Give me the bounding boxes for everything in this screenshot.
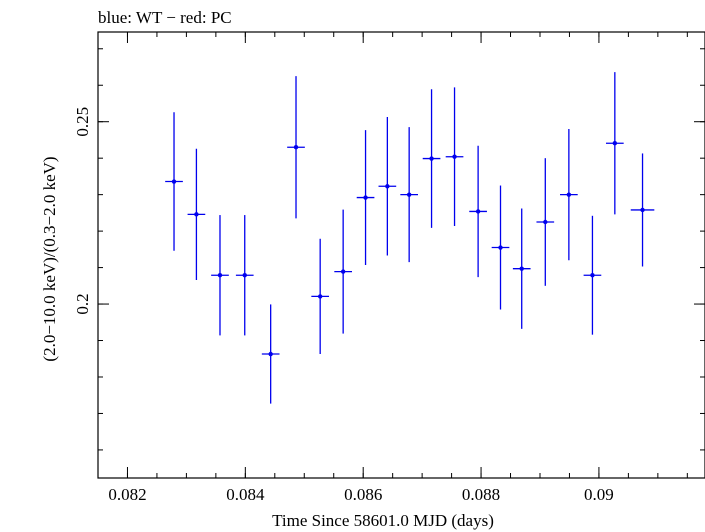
x-tick-label: 0.088 [462, 485, 500, 504]
data-point [605, 72, 624, 215]
x-tick-label: 0.09 [584, 485, 614, 504]
data-point [512, 208, 531, 329]
point-marker [340, 269, 346, 274]
data-point [287, 76, 305, 219]
data-point [560, 129, 578, 261]
data-point [334, 209, 352, 334]
point-marker [293, 145, 299, 150]
point-marker [406, 192, 412, 197]
chart-title: blue: WT − red: PC [98, 8, 232, 27]
data-point [630, 153, 655, 267]
y-axis-label: (2.0−10.0 keV)/(0.3−2.0 keV) [40, 156, 59, 361]
point-marker [498, 245, 503, 250]
point-marker [519, 266, 524, 271]
point-marker [590, 273, 595, 278]
point-marker [566, 192, 572, 197]
y-tick-label: 0.2 [73, 293, 92, 314]
data-point [211, 215, 229, 336]
data-point [583, 215, 602, 335]
data-point [400, 127, 419, 263]
point-marker [385, 184, 390, 189]
x-tick-label: 0.084 [226, 485, 265, 504]
point-marker [242, 273, 247, 278]
data-point [261, 304, 280, 404]
point-marker [268, 351, 273, 357]
y-tick-label: 0.25 [73, 107, 92, 137]
point-marker [317, 294, 323, 299]
data-point [491, 185, 510, 310]
x-axis-label: Time Since 58601.0 MJD (days) [272, 511, 494, 530]
point-marker [429, 156, 434, 161]
x-tick-label: 0.086 [344, 485, 382, 504]
data-point [445, 87, 464, 227]
data-points [165, 72, 655, 404]
point-marker [452, 154, 457, 159]
point-marker [612, 141, 618, 146]
point-marker [640, 207, 645, 213]
point-marker [217, 273, 223, 278]
point-marker [171, 179, 177, 184]
data-point [378, 116, 397, 256]
point-marker [363, 195, 368, 200]
axis-ticks: 0.082 0.084 0.086 0.088 0.09 0.2 0.25 [73, 32, 705, 504]
data-point [165, 112, 183, 251]
plot-frame [97, 31, 705, 479]
data-point [356, 130, 375, 266]
data-point [235, 215, 254, 336]
x-tick-label: 0.082 [108, 485, 146, 504]
data-point [536, 158, 555, 286]
point-marker [194, 212, 199, 217]
data-point [311, 238, 330, 355]
data-point [422, 89, 441, 228]
point-marker [543, 219, 548, 225]
data-point [469, 145, 487, 278]
point-marker [475, 209, 481, 214]
data-point [187, 148, 206, 280]
